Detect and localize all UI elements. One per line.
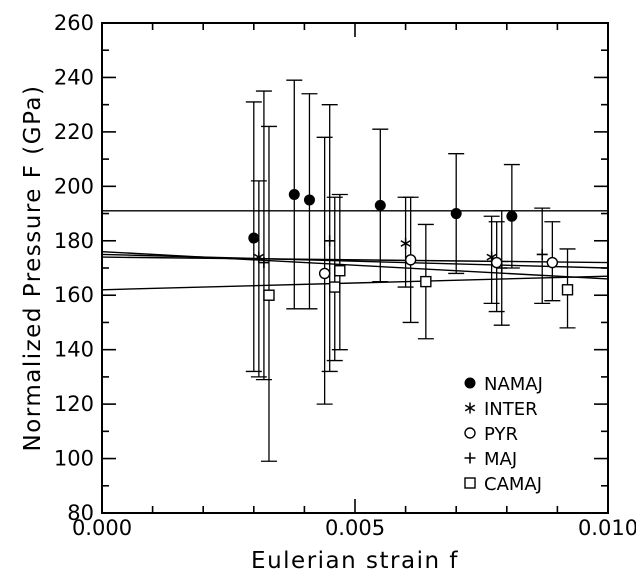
legend-marker-camaj bbox=[464, 477, 476, 489]
legend-marker-pyr bbox=[464, 427, 476, 439]
marker-shape bbox=[263, 289, 275, 301]
marker-shape bbox=[374, 199, 386, 211]
marker-shape bbox=[404, 254, 417, 266]
marker-shape bbox=[546, 256, 559, 269]
pyr-point bbox=[546, 256, 559, 269]
y-tick-label: 260 bbox=[54, 11, 94, 35]
camaj-point bbox=[263, 289, 275, 301]
maj-point bbox=[496, 262, 508, 274]
plot-frame bbox=[101, 22, 609, 514]
marker-shape bbox=[329, 281, 341, 293]
inter-point bbox=[253, 251, 264, 263]
error-bars bbox=[245, 79, 576, 462]
legend-marker-inter bbox=[464, 402, 476, 414]
x-tick-label: 0.010 bbox=[578, 516, 636, 540]
y-tick-label: 80 bbox=[67, 501, 94, 525]
marker-shape bbox=[561, 284, 574, 296]
legend-label-maj: MAJ bbox=[484, 449, 517, 470]
camaj-point bbox=[334, 265, 346, 277]
maj-point bbox=[324, 235, 336, 247]
namaj-point bbox=[303, 194, 315, 206]
maj-point bbox=[258, 257, 270, 269]
inter-point bbox=[400, 238, 411, 249]
y-tick-label: 140 bbox=[54, 338, 94, 362]
marker-shape bbox=[324, 235, 336, 247]
namaj-point bbox=[288, 189, 300, 200]
x-axis-label: Eulerian strain f bbox=[251, 548, 459, 574]
fit-line-3 bbox=[101, 253, 609, 269]
marker-shape bbox=[450, 208, 462, 220]
legend-label-camaj: CAMAJ bbox=[484, 474, 542, 495]
data-markers bbox=[248, 189, 574, 301]
marker-shape bbox=[253, 251, 264, 263]
camaj-point bbox=[561, 284, 574, 296]
legend-marker-maj bbox=[464, 452, 476, 464]
namaj-point bbox=[506, 210, 518, 222]
marker-shape bbox=[288, 189, 300, 200]
x-tick-label: 0.005 bbox=[325, 516, 385, 540]
marker-shape bbox=[258, 257, 270, 269]
marker-shape bbox=[496, 262, 508, 274]
fit-lines bbox=[101, 210, 609, 291]
y-axis-label: Normalized Pressure F (GPa) bbox=[20, 84, 46, 451]
marker-shape bbox=[420, 275, 432, 288]
y-tick-label: 220 bbox=[54, 120, 94, 144]
pyr-point bbox=[318, 267, 331, 280]
marker-shape bbox=[464, 452, 476, 464]
pyr-point bbox=[404, 254, 417, 266]
marker-shape bbox=[334, 265, 346, 277]
y-tick-label: 120 bbox=[54, 392, 94, 416]
marker-shape bbox=[464, 402, 476, 414]
marker-shape bbox=[248, 232, 260, 244]
marker-shape bbox=[464, 477, 476, 489]
camaj-point bbox=[420, 275, 432, 288]
tick-labels: 0.000 0.005 0.010 80 100 120 140 160 180 200 220 24… bbox=[54, 11, 636, 540]
y-tick-label: 180 bbox=[54, 229, 94, 253]
legend-label-pyr: PYR bbox=[484, 424, 518, 445]
y-tick-label: 200 bbox=[54, 174, 94, 198]
marker-shape bbox=[464, 377, 476, 389]
marker-shape bbox=[490, 256, 503, 269]
pyr-point bbox=[490, 256, 503, 269]
namaj-point bbox=[248, 232, 260, 244]
legend-label-namaj: NAMAJ bbox=[484, 374, 543, 395]
fit-line-4 bbox=[101, 256, 609, 264]
x-tick-label: 0.000 bbox=[72, 516, 132, 540]
namaj-point bbox=[450, 208, 462, 220]
fit-line-5 bbox=[101, 275, 609, 291]
legend: NAMAJ INTER PYR MAJ CAMAJ bbox=[464, 374, 543, 495]
y-tick-label: 160 bbox=[54, 283, 94, 307]
marker-shape bbox=[400, 238, 411, 249]
y-tick-label: 100 bbox=[54, 447, 94, 471]
marker-shape bbox=[506, 210, 518, 222]
legend-label-inter: INTER bbox=[484, 399, 538, 420]
maj-point bbox=[536, 248, 548, 260]
marker-shape bbox=[303, 194, 315, 206]
y-tick-label: 240 bbox=[54, 65, 94, 89]
camaj-point bbox=[329, 281, 341, 293]
marker-shape bbox=[536, 248, 548, 260]
axis-ticks bbox=[101, 22, 609, 514]
legend-marker-namaj bbox=[464, 377, 476, 389]
namaj-point bbox=[374, 199, 386, 211]
marker-shape bbox=[318, 267, 331, 280]
marker-shape bbox=[464, 427, 476, 439]
